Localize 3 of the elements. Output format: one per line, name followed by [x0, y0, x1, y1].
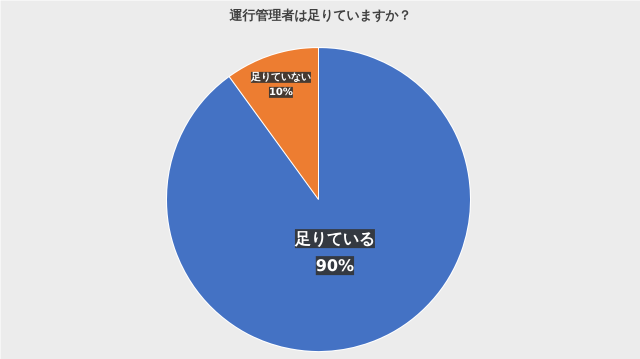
data-label: 90%	[316, 256, 354, 276]
data-label: 10%	[268, 86, 293, 98]
chart-title: 運行管理者は足りていますか？	[228, 8, 412, 24]
